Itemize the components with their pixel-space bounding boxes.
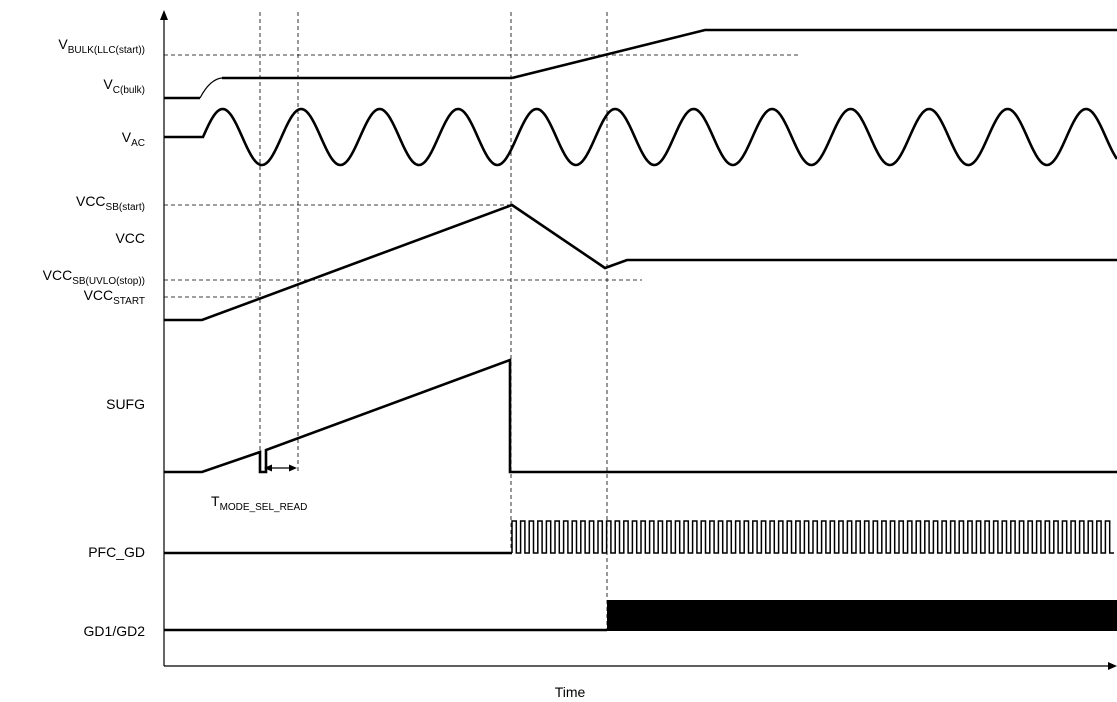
vcbulk-label: VC(bulk) xyxy=(103,76,145,96)
vccsb-uvlo-label: VCCSB(UVLO(stop)) xyxy=(43,267,145,287)
x-axis-arrow-icon xyxy=(1108,662,1117,670)
vcc-label: VCC xyxy=(115,230,145,246)
vcbulk-rise xyxy=(199,77,223,99)
gd12-switching-block xyxy=(607,600,1117,631)
sufg-waveform xyxy=(164,358,1117,474)
sufg-label: SUFG xyxy=(106,396,145,412)
vcc-waveform xyxy=(164,203,1117,322)
vbulk-waveform xyxy=(511,28,1117,80)
vac-waveform xyxy=(164,107,1117,167)
signal-labels: VBULK(LLC(start)) VC(bulk) VAC VCCSB(sta… xyxy=(43,36,308,639)
tmode-label: TMODE_SEL_READ xyxy=(211,493,307,513)
vbulk-label: VBULK(LLC(start)) xyxy=(58,36,145,56)
vcc-start-label: VCCSTART xyxy=(84,287,145,307)
pfc-gd-pulse-train xyxy=(511,520,1114,554)
tmode-arrow xyxy=(264,464,297,472)
tmode-arrow-left-icon xyxy=(264,464,272,472)
vac-label: VAC xyxy=(122,129,145,149)
reference-lines xyxy=(164,12,800,630)
y-axis-arrow-icon xyxy=(160,10,168,20)
pfc-gd-label: PFC_GD xyxy=(88,544,145,560)
vccsb-start-label: VCCSB(start) xyxy=(76,193,145,213)
axes: Time xyxy=(160,10,1117,700)
tmode-arrow-right-icon xyxy=(289,464,297,472)
gd12-label: GD1/GD2 xyxy=(84,623,146,639)
x-axis-label: Time xyxy=(555,684,586,700)
